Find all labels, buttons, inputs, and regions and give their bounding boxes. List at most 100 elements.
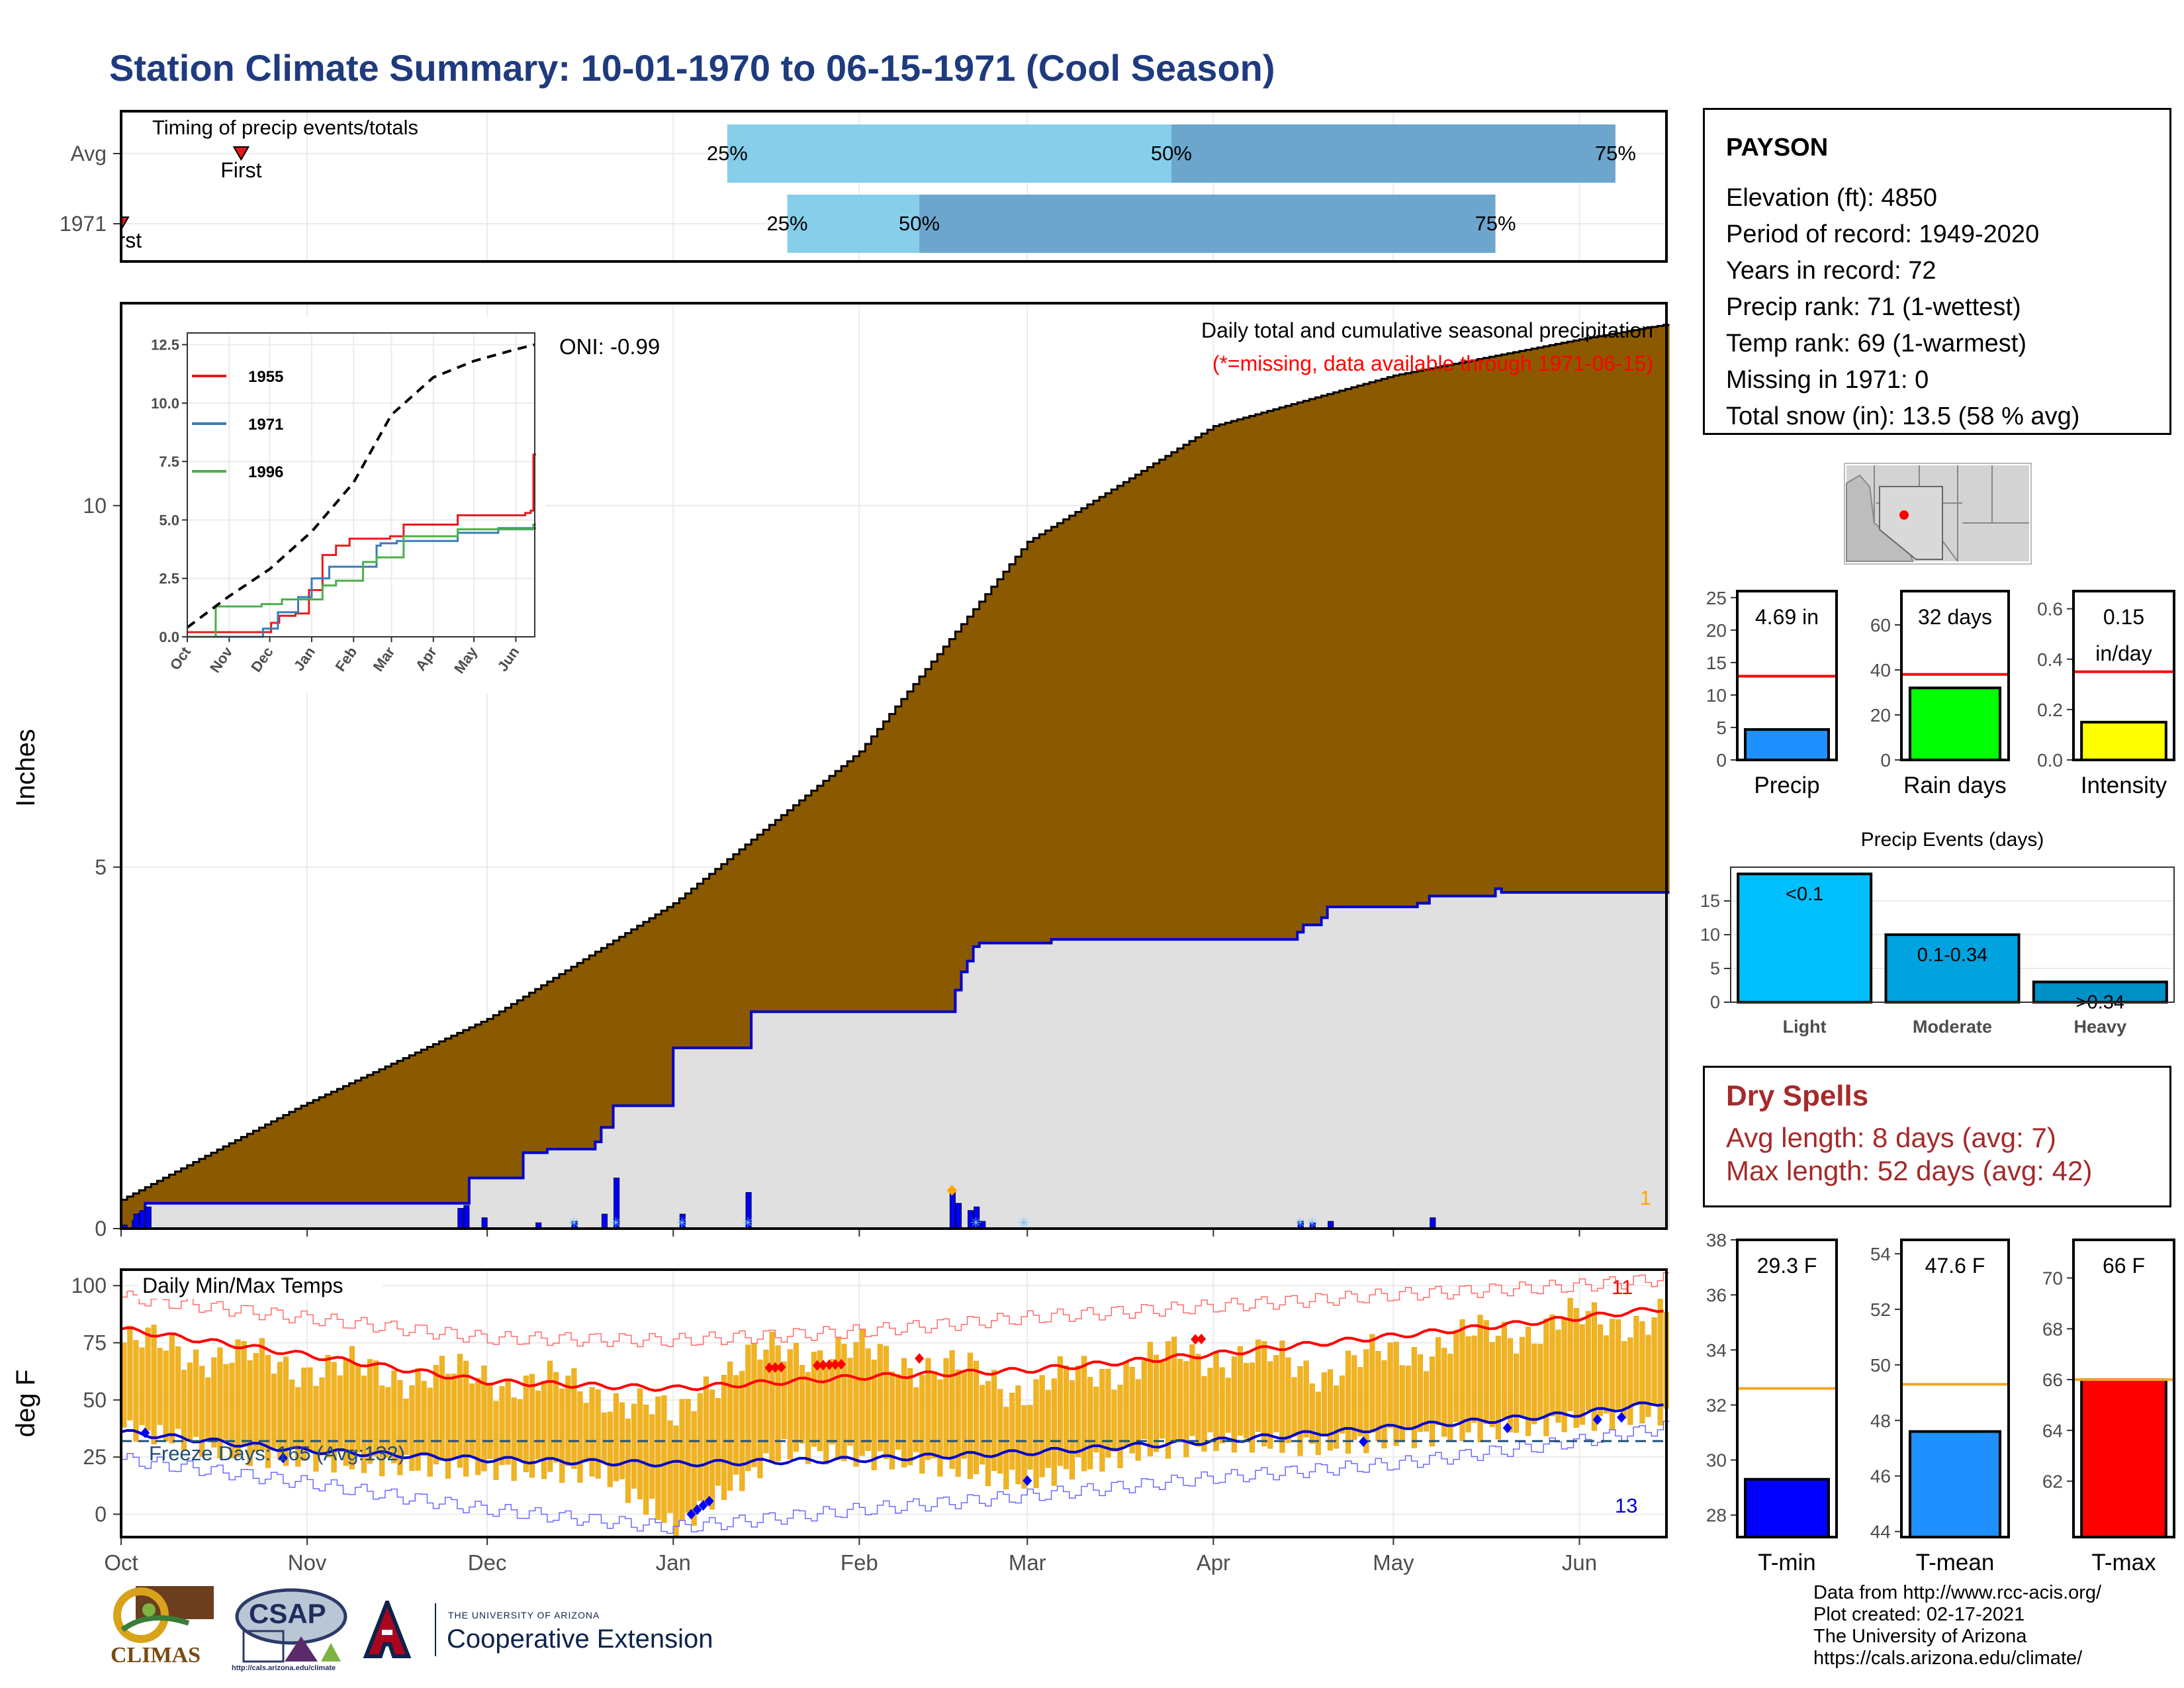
daily-temp-range-bar bbox=[1129, 1366, 1135, 1454]
daily-temp-range-bar bbox=[571, 1368, 577, 1469]
events-category-label: Moderate bbox=[1913, 1017, 1992, 1037]
daily-temp-range-bar bbox=[745, 1344, 751, 1472]
daily-temp-range-bar bbox=[157, 1348, 163, 1425]
rain_days-ytick-label: 60 bbox=[1870, 615, 1891, 635]
intensity-category-label: Intensity bbox=[2081, 773, 2167, 798]
snow-marker: ✳ bbox=[970, 1216, 981, 1231]
daily-temp-range-bar bbox=[1123, 1362, 1129, 1447]
tmean-value-label: 47.6 F bbox=[1925, 1254, 1985, 1278]
inset-ytick-label: 10.0 bbox=[151, 395, 179, 412]
csap-logo-url: http://cals.arizona.edu/climate bbox=[232, 1664, 336, 1672]
precip_total-value-label: 4.69 in bbox=[1755, 605, 1819, 629]
daily-temp-range-bar bbox=[775, 1345, 781, 1462]
record-low-marker bbox=[278, 1452, 288, 1464]
month-tick-label: Dec bbox=[468, 1550, 507, 1575]
daily-temp-range-bar bbox=[223, 1364, 229, 1440]
daily-temp-range-bar bbox=[1633, 1316, 1639, 1405]
daily-temp-range-bar bbox=[445, 1374, 451, 1479]
inset-series-line bbox=[187, 524, 537, 638]
daily-temp-range-bar bbox=[1411, 1347, 1417, 1448]
daily-temp-range-bar bbox=[1039, 1375, 1045, 1477]
rain_days-category-label: Rain days bbox=[1903, 773, 2007, 798]
rain_days-frame bbox=[1900, 590, 2010, 761]
daily-temp-range-bar bbox=[805, 1372, 811, 1464]
daily-temp-range-bar bbox=[1441, 1348, 1447, 1437]
daily-temp-range-bar bbox=[667, 1420, 673, 1513]
record-low-marker bbox=[1023, 1475, 1032, 1486]
daily-temp-range-bar bbox=[823, 1368, 829, 1465]
daily-temp-range-bar bbox=[1567, 1297, 1573, 1411]
tmax-ytick-label: 64 bbox=[2042, 1421, 2063, 1441]
daily-temp-range-bar bbox=[1549, 1314, 1555, 1417]
station-name: PAYSON bbox=[1726, 134, 1829, 162]
daily-temp-range-bar bbox=[1315, 1391, 1321, 1455]
timing-marker bbox=[232, 146, 250, 161]
timing-row-label: 1971 bbox=[60, 212, 107, 236]
tmax-ytick-label: 68 bbox=[2042, 1319, 2063, 1339]
daily-temp-range-bar bbox=[1501, 1321, 1507, 1419]
daily-temp-range-bar bbox=[841, 1344, 847, 1462]
daily-temp-range-bar bbox=[1387, 1342, 1393, 1429]
daily-temp-range-bar bbox=[913, 1387, 919, 1452]
daily-temp-range-bar bbox=[865, 1348, 871, 1451]
daily-temp-range-bar bbox=[1279, 1340, 1285, 1453]
events-bar-label: <0.1 bbox=[1786, 884, 1823, 905]
daily-temp-range-bar bbox=[1537, 1344, 1543, 1418]
daily-temp-range-bar bbox=[661, 1395, 667, 1523]
daily-temp-range-bar bbox=[529, 1374, 535, 1478]
cumulative-ytick-label: 10 bbox=[83, 494, 107, 518]
station-temp-rank: Temp rank: 69 (1-warmest) bbox=[1726, 330, 2027, 357]
daily-temp-range-bar bbox=[1160, 1362, 1165, 1439]
daily-temp-range-bar bbox=[787, 1349, 793, 1460]
record-high-marker bbox=[1197, 1333, 1206, 1344]
cumulative-frame bbox=[120, 302, 1668, 1230]
tmin-category-label: T-min bbox=[1758, 1550, 1816, 1575]
tmean-ytick-label: 50 bbox=[1870, 1355, 1891, 1376]
daily-temp-range-bar bbox=[817, 1350, 823, 1452]
daily-temp-range-bar bbox=[919, 1374, 925, 1474]
daily-temp-range-bar bbox=[979, 1385, 985, 1465]
timing-label: 50% bbox=[1151, 142, 1192, 165]
csap-cloud-icon bbox=[235, 1588, 347, 1663]
daily-temp-range-bar bbox=[319, 1377, 325, 1456]
temps-count-low: 13 bbox=[1615, 1494, 1637, 1517]
daily-temp-range-bar bbox=[439, 1356, 445, 1461]
daily-temp-range-bar bbox=[181, 1370, 187, 1451]
daily-temp-range-bar bbox=[1363, 1349, 1369, 1454]
daily-temp-range-bar bbox=[1381, 1360, 1387, 1448]
dry-spells-max: Max length: 52 days (avg: 42) bbox=[1726, 1155, 2093, 1186]
daily-temp-range-bar bbox=[139, 1347, 145, 1425]
tmin-ytick-label: 30 bbox=[1706, 1450, 1727, 1471]
daily-temp-range-bar bbox=[1579, 1324, 1585, 1425]
daily-temp-range-bar bbox=[457, 1354, 463, 1468]
events-bar bbox=[2032, 980, 2168, 1004]
daily-temp-range-bar bbox=[1327, 1369, 1333, 1451]
climas-logo: CLIMAS bbox=[109, 1583, 215, 1669]
daily-temp-range-bar bbox=[505, 1378, 511, 1465]
daily-precip-bar bbox=[481, 1217, 488, 1229]
daily-temp-range-bar bbox=[709, 1389, 715, 1510]
daily-temp-range-bar bbox=[523, 1376, 529, 1472]
cumulative-ylabel: Inches bbox=[11, 729, 40, 807]
snow-marker: ✳ bbox=[1019, 1216, 1030, 1231]
precip_total-ytick-label: 15 bbox=[1706, 653, 1727, 673]
daily-temp-range-bar bbox=[199, 1366, 205, 1457]
daily-temp-range-bar bbox=[1063, 1365, 1069, 1470]
daily-temp-range-bar bbox=[751, 1342, 757, 1468]
cumulative-missing-note: (*=missing, data available through 1971-… bbox=[1212, 352, 1653, 375]
daily-temp-range-bar bbox=[925, 1358, 931, 1460]
snow-marker: ✳ bbox=[569, 1216, 580, 1231]
daily-temp-range-bar bbox=[1651, 1317, 1657, 1406]
daily-temp-range-bar bbox=[1105, 1368, 1111, 1458]
daily-temp-range-bar bbox=[973, 1360, 979, 1474]
daily-temp-range-bar bbox=[697, 1393, 703, 1501]
daily-temp-range-bar bbox=[463, 1360, 469, 1477]
record-high-marker bbox=[1191, 1334, 1201, 1345]
precip-count-label: 1 bbox=[1640, 1186, 1651, 1209]
daily-temp-range-bar bbox=[133, 1340, 139, 1442]
station-snow: Total snow (in): 13.5 (58 % avg) bbox=[1726, 402, 2080, 430]
daily-temp-range-bar bbox=[1165, 1341, 1171, 1459]
daily-temp-range-bar bbox=[811, 1352, 817, 1447]
tmin-ytick-label: 32 bbox=[1706, 1395, 1727, 1415]
clip-mask bbox=[22, 105, 121, 268]
